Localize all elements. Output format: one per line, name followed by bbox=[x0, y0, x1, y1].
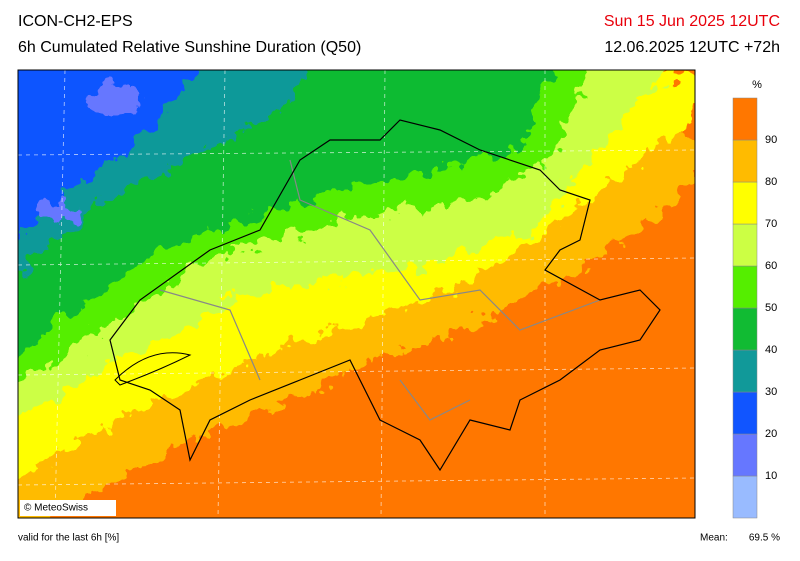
colorbar-swatch bbox=[732, 307, 758, 351]
copyright: © MeteoSwiss bbox=[24, 503, 88, 514]
mean-value: 69.5 % bbox=[749, 533, 780, 544]
colorbar: % 10 20 30 40 50 60 70 80 90 bbox=[732, 79, 777, 519]
colorbar-unit: % bbox=[752, 79, 762, 91]
colorbar-tick-label: 60 bbox=[765, 260, 777, 272]
colorbar-tick-label: 30 bbox=[765, 386, 777, 398]
colorbar-tick-label: 40 bbox=[765, 344, 777, 356]
colorbar-tick-label: 70 bbox=[765, 218, 777, 230]
field-band bbox=[40, 200, 80, 220]
colorbar-swatch bbox=[732, 139, 758, 183]
map-frame bbox=[17, 69, 696, 519]
border bbox=[109, 119, 661, 472]
regions bbox=[159, 159, 601, 421]
colorbar-swatch bbox=[732, 265, 758, 309]
field-band bbox=[87, 86, 143, 114]
sunshine-field bbox=[18, 70, 695, 518]
colorbar-tick-label: 20 bbox=[765, 428, 777, 440]
footer-note: valid for the last 6h [%] bbox=[18, 533, 119, 544]
colorbar-swatch bbox=[732, 391, 758, 435]
colorbar-tick-label: 80 bbox=[765, 176, 777, 188]
map bbox=[18, 70, 695, 518]
colorbar-tick-label: 90 bbox=[765, 134, 777, 146]
colorbar-swatch bbox=[732, 181, 758, 225]
mean-label: Mean: bbox=[700, 533, 728, 544]
valid-time: Sun 15 Jun 2025 12UTC bbox=[604, 13, 780, 30]
model-name: ICON-CH2-EPS bbox=[18, 13, 133, 30]
lake bbox=[114, 352, 192, 386]
colorbar-swatch bbox=[732, 433, 758, 477]
colorbar-swatch bbox=[732, 349, 758, 393]
colorbar-swatch bbox=[732, 97, 758, 141]
run-time: 12.06.2025 12UTC +72h bbox=[604, 39, 780, 56]
colorbar-swatch bbox=[732, 475, 758, 519]
map-title: 6h Cumulated Relative Sunshine Duration … bbox=[18, 39, 361, 56]
colorbar-tick-label: 10 bbox=[765, 470, 777, 482]
graticule bbox=[18, 70, 695, 518]
colorbar-tick-label: 50 bbox=[765, 302, 777, 314]
field-band bbox=[18, 70, 191, 237]
copyright-box bbox=[20, 500, 116, 516]
colorbar-swatch bbox=[732, 223, 758, 267]
